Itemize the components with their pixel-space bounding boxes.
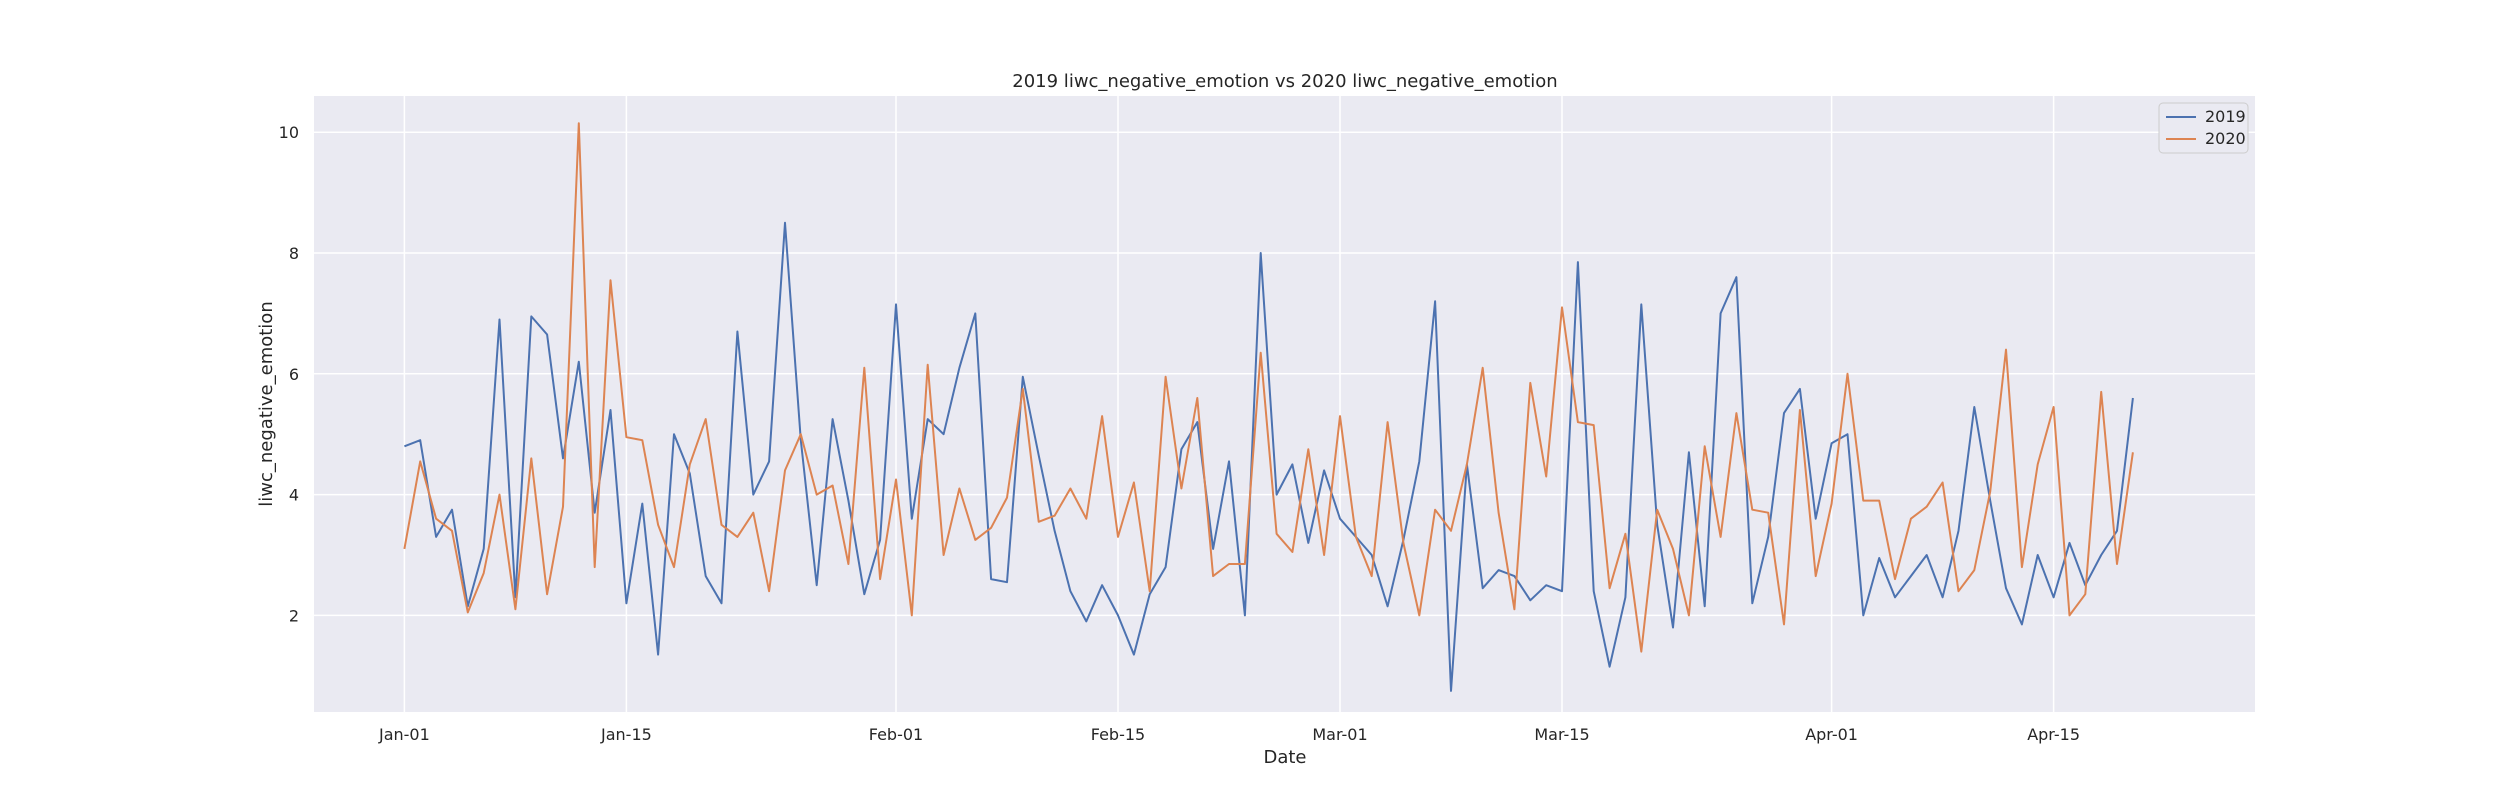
x-tick-label: Feb-01 <box>869 725 923 744</box>
y-tick-label: 6 <box>289 365 299 384</box>
series-lines <box>403 122 2134 692</box>
y-axis-label: liwc_negative_emotion <box>256 301 277 506</box>
x-tick-label: Jan-01 <box>378 725 430 744</box>
y-tick-label: 8 <box>289 244 299 263</box>
x-tick-label: Feb-15 <box>1091 725 1145 744</box>
x-tick-label: Apr-01 <box>1805 725 1858 744</box>
x-tick-label: Apr-15 <box>2027 725 2080 744</box>
x-tick-label: Jan-15 <box>600 725 652 744</box>
plot-area <box>314 96 2255 712</box>
legend-label-2019: 2019 <box>2205 107 2246 126</box>
x-gridlines <box>403 96 2055 712</box>
x-tick-labels: Jan-01 Jan-15 Feb-01 Feb-15 Mar-01 Mar-15 Apr-… <box>378 725 2080 744</box>
y-gridlines <box>314 131 2255 617</box>
x-tick-label: Mar-01 <box>1312 725 1367 744</box>
y-tick-label: 2 <box>289 606 299 625</box>
legend-label-2020: 2020 <box>2205 129 2246 148</box>
y-tick-label: 4 <box>289 486 299 505</box>
x-tick-label: Mar-15 <box>1534 725 1589 744</box>
legend-box <box>2158 102 2249 154</box>
series-line-2019 <box>404 221 2134 692</box>
x-axis-label: Date <box>1263 747 1306 768</box>
y-tick-labels: 2 4 6 8 10 <box>279 123 299 625</box>
legend: 2019 2020 <box>2158 102 2249 154</box>
series-line-2020 <box>403 122 2134 653</box>
chart-title: 2019 liwc_negative_emotion vs 2020 liwc_… <box>1012 71 1557 92</box>
y-tick-label: 10 <box>279 123 299 142</box>
